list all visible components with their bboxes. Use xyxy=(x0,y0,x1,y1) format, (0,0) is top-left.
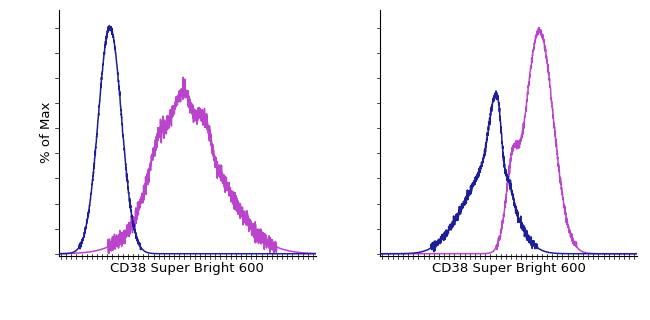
X-axis label: CD38 Super Bright 600: CD38 Super Bright 600 xyxy=(110,261,264,275)
X-axis label: CD38 Super Bright 600: CD38 Super Bright 600 xyxy=(432,261,586,275)
Y-axis label: % of Max: % of Max xyxy=(40,102,53,164)
